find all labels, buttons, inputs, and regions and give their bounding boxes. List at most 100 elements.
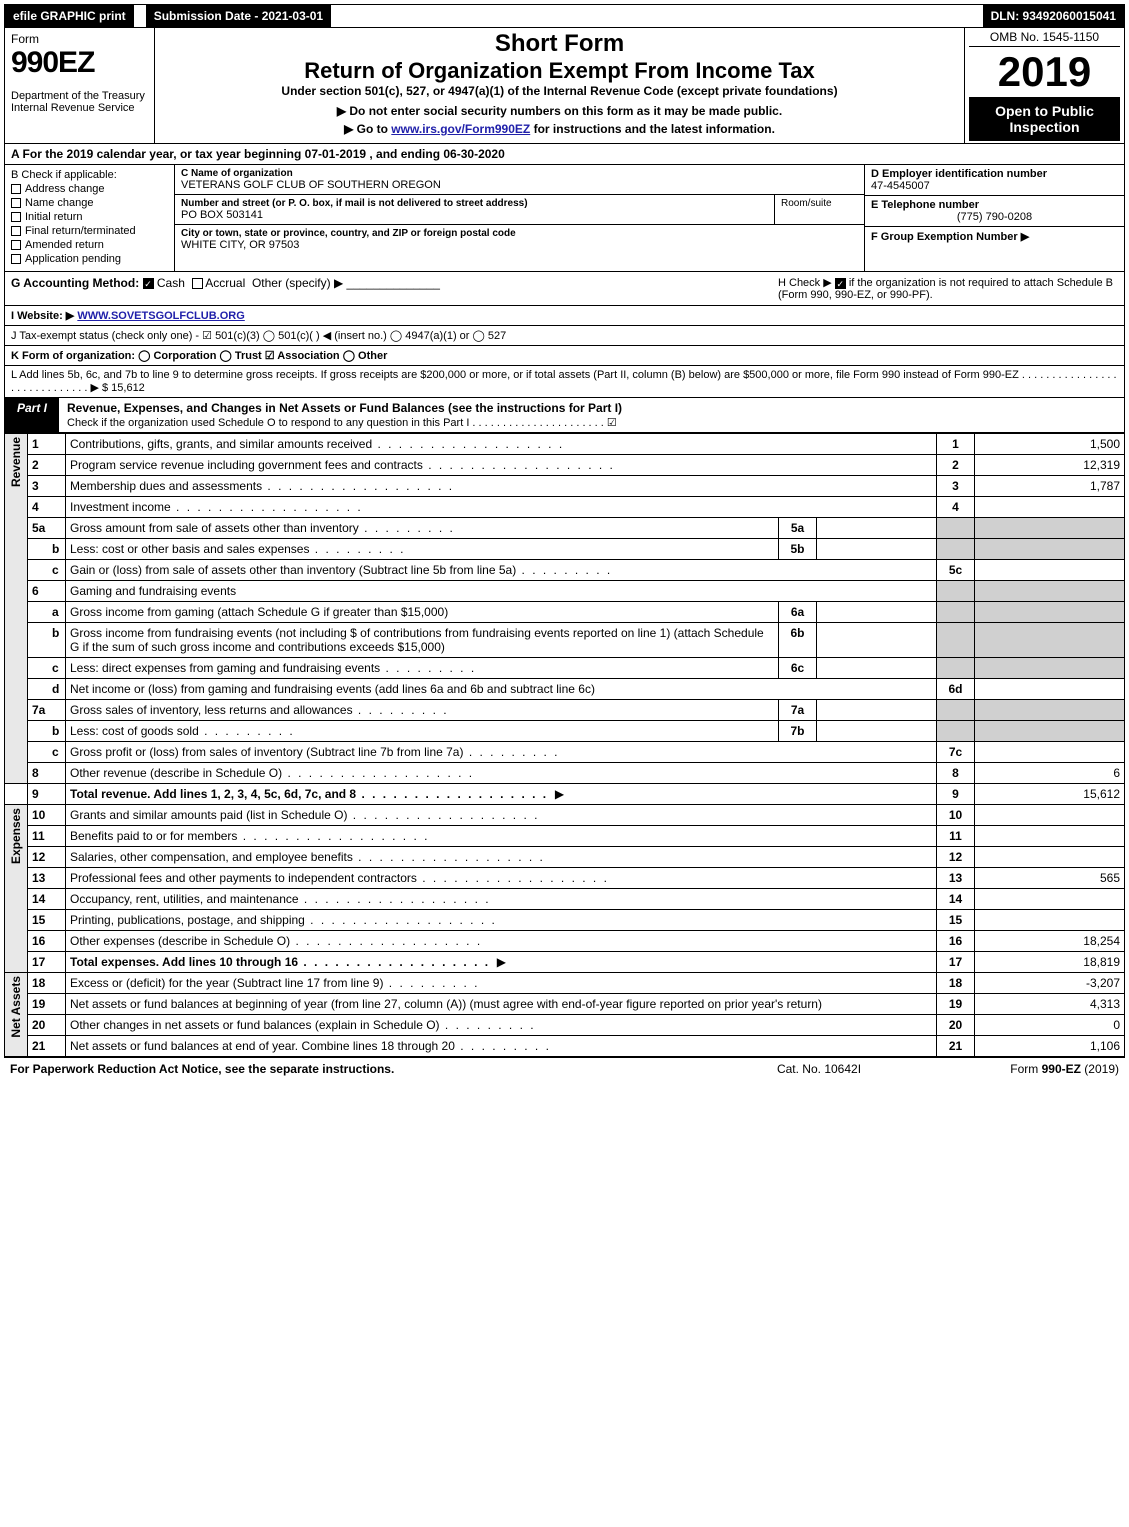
line-11-desc: Benefits paid to or for members — [70, 829, 429, 843]
form-label: Form — [11, 32, 148, 46]
dept-treasury: Department of the Treasury — [11, 80, 148, 102]
line-2-desc: Program service revenue including govern… — [70, 458, 615, 472]
line-1-desc: Contributions, gifts, grants, and simila… — [70, 437, 564, 451]
chk-final-return[interactable] — [11, 226, 21, 236]
chk-name-change[interactable] — [11, 198, 21, 208]
line-17-desc: Total expenses. Add lines 10 through 16 — [70, 955, 490, 969]
omb-number: OMB No. 1545-1150 — [969, 30, 1120, 47]
line-14-val — [975, 889, 1125, 910]
short-form-title: Short Form — [163, 30, 956, 58]
chk-schedule-b[interactable]: ✓ — [835, 278, 846, 289]
dln: DLN: 93492060015041 — [983, 5, 1124, 27]
line-21-desc: Net assets or fund balances at end of ye… — [70, 1039, 551, 1053]
line-5a-desc: Gross amount from sale of assets other t… — [70, 521, 455, 535]
line-13-val: 565 — [975, 868, 1125, 889]
line-5c-val — [975, 560, 1125, 581]
website-link[interactable]: WWW.SOVETSGOLFCLUB.ORG — [77, 310, 244, 322]
section-b: B Check if applicable: Address change Na… — [4, 165, 1125, 272]
line-6c-desc: Less: direct expenses from gaming and fu… — [70, 661, 476, 675]
line-18-val: -3,207 — [975, 973, 1125, 994]
line-19-val: 4,313 — [975, 994, 1125, 1015]
chk-application-pending[interactable] — [11, 254, 21, 264]
line-16-desc: Other expenses (describe in Schedule O) — [70, 934, 482, 948]
part1-title: Revenue, Expenses, and Changes in Net As… — [67, 401, 622, 415]
chk-initial-return[interactable] — [11, 212, 21, 222]
efile-print[interactable]: efile GRAPHIC print — [5, 5, 134, 27]
line-3-val: 1,787 — [975, 476, 1125, 497]
efile-topbar: efile GRAPHIC print Submission Date - 20… — [4, 4, 1125, 28]
room-suite: Room/suite — [774, 195, 864, 224]
row-k: K Form of organization: ◯ Corporation ◯ … — [4, 346, 1125, 366]
line-7c-val — [975, 742, 1125, 763]
tax-year: 2019 — [969, 47, 1120, 97]
chk-amended-return[interactable] — [11, 240, 21, 250]
form-number: 990EZ — [11, 46, 148, 80]
ein: 47-4545007 — [871, 180, 1118, 192]
line-13-desc: Professional fees and other payments to … — [70, 871, 609, 885]
line-5b-desc: Less: cost or other basis and sales expe… — [70, 542, 405, 556]
phone: (775) 790-0208 — [871, 211, 1118, 223]
ssn-warning: ▶ Do not enter social security numbers o… — [163, 104, 956, 118]
part1-tag: Part I — [5, 398, 59, 432]
line-7a-desc: Gross sales of inventory, less returns a… — [70, 703, 449, 717]
c-label: C Name of organization — [181, 168, 858, 179]
e-label: E Telephone number — [871, 199, 1118, 211]
line-1-val: 1,500 — [975, 434, 1125, 455]
line-6d-desc: Net income or (loss) from gaming and fun… — [66, 679, 937, 700]
line-8-desc: Other revenue (describe in Schedule O) — [70, 766, 474, 780]
addr-val: PO BOX 503141 — [181, 209, 768, 221]
cat-no: Cat. No. 10642I — [719, 1062, 919, 1076]
submission-date: Submission Date - 2021-03-01 — [146, 5, 331, 27]
form-footer: Form 990-EZ (2019) — [919, 1062, 1119, 1076]
line-7b-desc: Less: cost of goods sold — [70, 724, 295, 738]
line-15-val — [975, 910, 1125, 931]
chk-cash[interactable]: ✓ — [143, 278, 154, 289]
line-5c-desc: Gain or (loss) from sale of assets other… — [70, 563, 612, 577]
line-12-val — [975, 847, 1125, 868]
b-label: B Check if applicable: — [11, 169, 168, 181]
chk-accrual[interactable] — [192, 278, 203, 289]
line-6d-val — [975, 679, 1125, 700]
irs-link[interactable]: www.irs.gov/Form990EZ — [391, 122, 530, 136]
footer: For Paperwork Reduction Act Notice, see … — [4, 1057, 1125, 1080]
line-7c-desc: Gross profit or (loss) from sales of inv… — [70, 745, 560, 759]
row-i: I Website: ▶ WWW.SOVETSGOLFCLUB.ORG — [4, 306, 1125, 326]
line-4-desc: Investment income — [70, 500, 363, 514]
part1-header: Part I Revenue, Expenses, and Changes in… — [4, 398, 1125, 433]
arrow-icon: ▶ — [555, 787, 564, 801]
city-label: City or town, state or province, country… — [181, 228, 858, 239]
line-10-val — [975, 805, 1125, 826]
side-revenue: Revenue — [9, 437, 23, 487]
irs-label: Internal Revenue Service — [11, 102, 148, 114]
line-4-val — [975, 497, 1125, 518]
line-19-desc: Net assets or fund balances at beginning… — [70, 997, 822, 1011]
g-label: G Accounting Method: — [11, 276, 139, 290]
revenue-table: Revenue 1 Contributions, gifts, grants, … — [4, 433, 1125, 1057]
line-2-val: 12,319 — [975, 455, 1125, 476]
side-expenses: Expenses — [9, 808, 23, 864]
line-6a-desc: Gross income from gaming (attach Schedul… — [66, 602, 779, 623]
line-11-val — [975, 826, 1125, 847]
line-10-desc: Grants and similar amounts paid (list in… — [70, 808, 539, 822]
arrow-icon: ▶ — [497, 955, 506, 969]
h-check-label: H Check ▶ — [778, 277, 832, 289]
side-net-assets: Net Assets — [9, 976, 23, 1038]
chk-address-change[interactable] — [11, 184, 21, 194]
org-name: VETERANS GOLF CLUB OF SOUTHERN OREGON — [181, 179, 858, 191]
line-16-val: 18,254 — [975, 931, 1125, 952]
line-20-val: 0 — [975, 1015, 1125, 1036]
row-j: J Tax-exempt status (check only one) - ☑… — [4, 326, 1125, 346]
line-6b-desc: Gross income from fundraising events (no… — [66, 623, 779, 658]
line-3-desc: Membership dues and assessments — [70, 479, 454, 493]
under-section: Under section 501(c), 527, or 4947(a)(1)… — [163, 84, 956, 98]
line-21-val: 1,106 — [975, 1036, 1125, 1057]
paperwork-notice: For Paperwork Reduction Act Notice, see … — [10, 1062, 719, 1076]
line-14-desc: Occupancy, rent, utilities, and maintena… — [70, 892, 491, 906]
form-header: Form 990EZ Department of the Treasury In… — [4, 28, 1125, 144]
return-title: Return of Organization Exempt From Incom… — [163, 58, 956, 84]
line-12-desc: Salaries, other compensation, and employ… — [70, 850, 545, 864]
d-label: D Employer identification number — [871, 168, 1118, 180]
period-row: A For the 2019 calendar year, or tax yea… — [4, 144, 1125, 165]
part1-sub: Check if the organization used Schedule … — [67, 417, 617, 429]
addr-label: Number and street (or P. O. box, if mail… — [181, 198, 768, 209]
